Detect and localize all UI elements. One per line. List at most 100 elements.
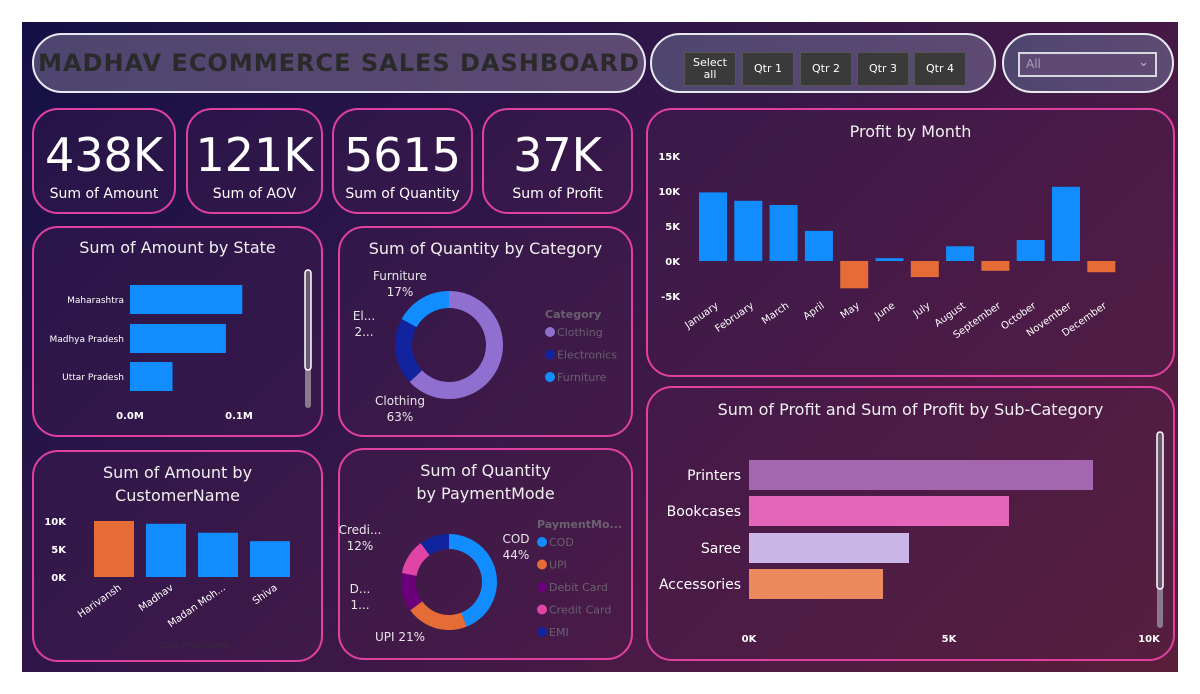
x-axis-label: CustomerName bbox=[159, 641, 230, 651]
bar-madanmoh bbox=[198, 532, 238, 577]
bar-madhav bbox=[146, 523, 186, 577]
chart-amount-by-customer: Sum of Amount by CustomerName Harivansh Ma… bbox=[32, 450, 323, 662]
legend-marker bbox=[537, 537, 547, 547]
legend-item: Clothing bbox=[557, 326, 603, 339]
x-tick-label: June bbox=[872, 300, 897, 322]
x-tick-label: April bbox=[802, 300, 827, 322]
kpi-value: 5615 bbox=[343, 128, 462, 182]
data-label: UPI 21% bbox=[375, 630, 425, 644]
slice-electronics[interactable] bbox=[395, 318, 423, 382]
data-label: 63% bbox=[387, 410, 414, 424]
kpi-value: 37K bbox=[513, 128, 602, 182]
kpi-card-aov: 121K Sum of AOV bbox=[186, 108, 323, 214]
category-label: Saree bbox=[701, 541, 741, 557]
slice-clothing[interactable] bbox=[409, 291, 503, 399]
x-tick-label: Shiva bbox=[251, 582, 280, 607]
qtr2-button[interactable]: Qtr 2 bbox=[800, 52, 852, 86]
legend-marker bbox=[545, 372, 555, 382]
qtr1-button[interactable]: Qtr 1 bbox=[742, 52, 794, 86]
data-label: Credi... bbox=[339, 523, 382, 537]
kpi-card-quantity: 5615 Sum of Quantity bbox=[332, 108, 473, 214]
legend-marker bbox=[545, 349, 555, 360]
bar-accessories bbox=[749, 569, 883, 599]
slice-cod[interactable] bbox=[449, 534, 497, 627]
bar-november bbox=[1052, 186, 1080, 261]
data-label: 2... bbox=[354, 325, 373, 339]
data-label: COD bbox=[502, 532, 529, 546]
category-label: Maharashtra bbox=[67, 296, 124, 306]
x-tick-label: July bbox=[911, 300, 933, 320]
category-label: Bookcases bbox=[667, 504, 741, 520]
bar-january bbox=[699, 192, 727, 261]
legend-item: Credit Card bbox=[549, 604, 611, 617]
category-label: Accessories bbox=[659, 577, 741, 593]
slice-furniture[interactable] bbox=[401, 291, 449, 328]
slice-emi[interactable] bbox=[420, 534, 449, 556]
legend-marker bbox=[537, 582, 547, 592]
legend-marker bbox=[537, 627, 547, 637]
bar-october bbox=[1016, 240, 1045, 261]
kpi-card-profit: 37K Sum of Profit bbox=[482, 108, 633, 214]
chart-profit-by-subcategory: Sum of Profit and Sum of Profit by Sub-C… bbox=[646, 386, 1175, 661]
legend-title: Category bbox=[545, 308, 601, 321]
legend-item: Furniture bbox=[557, 371, 607, 384]
bar-june bbox=[875, 258, 904, 261]
qtr4-button[interactable]: Qtr 4 bbox=[914, 52, 966, 86]
bar-saree bbox=[749, 533, 909, 563]
bar-july bbox=[910, 261, 939, 278]
scrollbar-thumb[interactable] bbox=[1156, 431, 1164, 590]
legend-item: UPI bbox=[549, 559, 567, 572]
chart-title: Sum of Amount by CustomerName bbox=[102, 463, 253, 505]
x-tick-label: February bbox=[713, 300, 756, 334]
legend-item: EMI bbox=[549, 626, 569, 639]
bar-april bbox=[804, 230, 833, 261]
select-all-button[interactable]: Select all bbox=[684, 52, 736, 86]
kpi-value: 121K bbox=[195, 128, 314, 182]
kpi-label: Sum of Profit bbox=[512, 186, 603, 202]
y-tick-label: 0K bbox=[665, 257, 681, 268]
x-tick-label: 0.0M bbox=[116, 411, 144, 422]
filter-dropdown[interactable]: All ⌄ bbox=[1018, 52, 1157, 77]
x-tick-label: Harivansh bbox=[76, 582, 124, 620]
slice-debit-card[interactable] bbox=[401, 573, 423, 611]
data-label: Furniture bbox=[373, 269, 427, 283]
bar-madhya-pradesh bbox=[130, 324, 226, 353]
y-tick-label: 5K bbox=[51, 545, 67, 556]
bar-printers bbox=[749, 460, 1093, 490]
y-tick-label: 0K bbox=[51, 573, 67, 584]
chart-title: Sum of Quantity by Category bbox=[368, 239, 603, 258]
title-banner: MADHAV ECOMMERCE SALES DASHBOARD bbox=[32, 33, 646, 93]
chart-amount-by-state: Sum of Amount by State Maharashtra Madhya … bbox=[32, 226, 323, 437]
chevron-down-icon: ⌄ bbox=[1138, 55, 1149, 70]
y-tick-label: 10K bbox=[44, 517, 67, 528]
legend-item: Electronics bbox=[557, 349, 617, 362]
slice-upi[interactable] bbox=[410, 601, 467, 630]
x-tick-label: March bbox=[760, 300, 791, 326]
x-tick-label: May bbox=[839, 300, 862, 321]
scrollbar-thumb[interactable] bbox=[304, 269, 312, 371]
kpi-label: Sum of AOV bbox=[212, 186, 297, 202]
legend-marker bbox=[545, 327, 555, 337]
legend-marker bbox=[537, 604, 547, 615]
category-label: Uttar Pradesh bbox=[62, 373, 124, 383]
y-tick-label: -5K bbox=[661, 292, 681, 303]
slice-credit-card[interactable] bbox=[401, 543, 430, 576]
category-label: Madhya Pradesh bbox=[49, 335, 124, 345]
bar-shiva bbox=[250, 541, 290, 577]
x-tick-label: 0K bbox=[742, 634, 758, 645]
chart-title: Sum of Quantity by PaymentMode bbox=[416, 461, 555, 503]
data-label: 1... bbox=[350, 598, 369, 612]
x-tick-label: Madan Moh... bbox=[166, 582, 227, 630]
category-label: Printers bbox=[687, 468, 741, 484]
bar-march bbox=[769, 205, 798, 261]
x-tick-label: 0.1M bbox=[225, 411, 253, 422]
y-tick-label: 10K bbox=[658, 187, 681, 198]
kpi-label: Sum of Amount bbox=[49, 186, 159, 202]
bar-maharashtra bbox=[130, 285, 243, 314]
chart-profit-by-month: Profit by Month -5K 0K 5K 10K 15K January Febru… bbox=[646, 108, 1175, 377]
data-label: El... bbox=[353, 309, 375, 323]
kpi-label: Sum of Quantity bbox=[345, 186, 460, 202]
qtr3-button[interactable]: Qtr 3 bbox=[857, 52, 909, 86]
legend-item: COD bbox=[549, 536, 574, 549]
bar-may bbox=[840, 261, 869, 289]
